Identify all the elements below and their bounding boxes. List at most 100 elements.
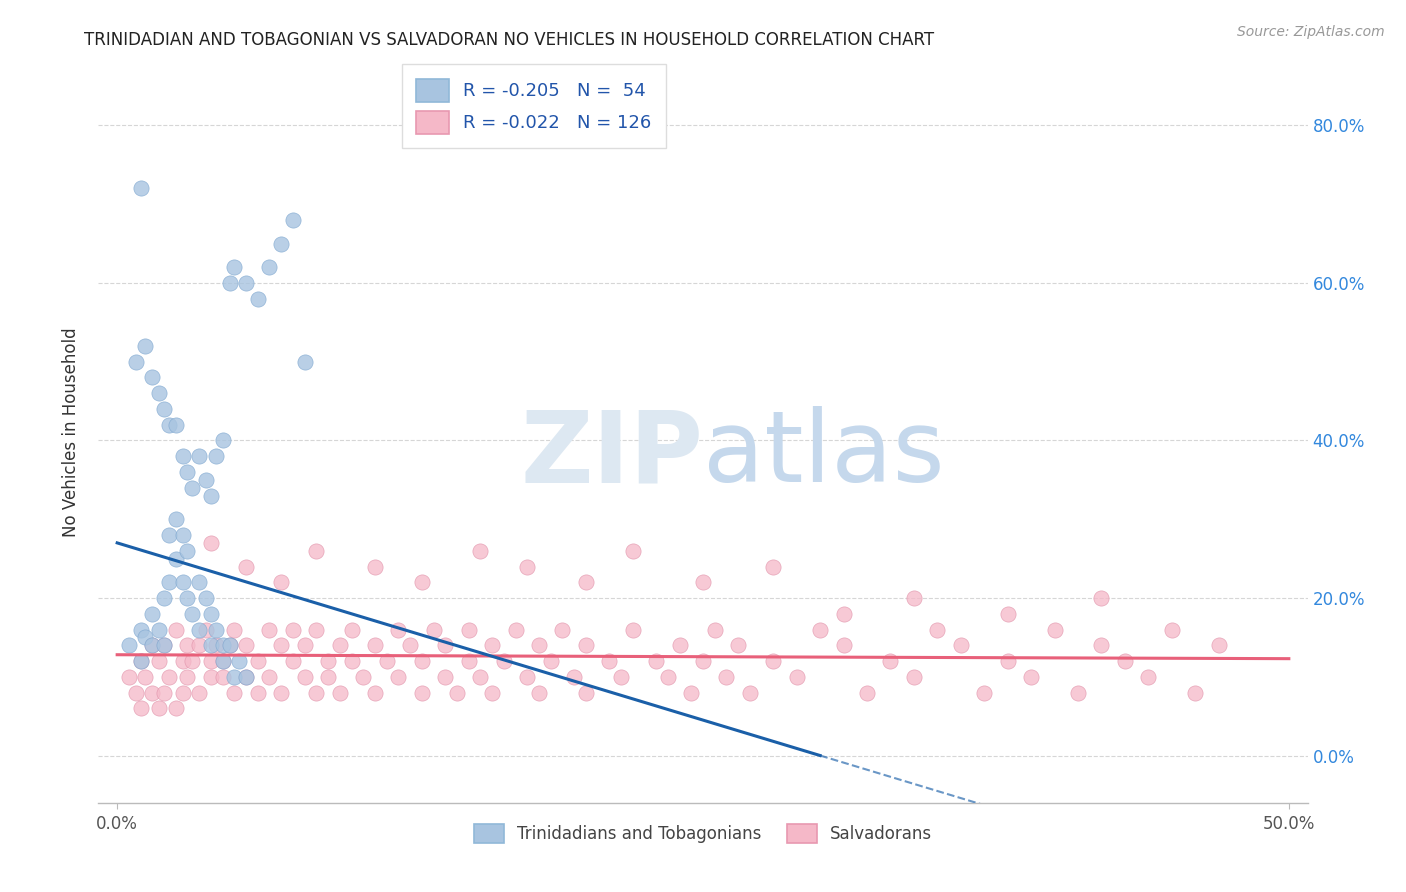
Point xyxy=(527,685,550,699)
Point xyxy=(470,543,492,558)
Point xyxy=(364,559,387,574)
Point xyxy=(188,685,211,699)
Point xyxy=(562,670,585,684)
Point xyxy=(211,434,233,448)
Point xyxy=(808,623,831,637)
Point xyxy=(1114,654,1136,668)
Point xyxy=(172,575,194,590)
Point xyxy=(949,638,972,652)
Point xyxy=(411,685,433,699)
Point xyxy=(387,670,409,684)
Point xyxy=(141,638,163,652)
Point xyxy=(246,292,269,306)
Point xyxy=(481,638,503,652)
Point xyxy=(157,417,180,432)
Point xyxy=(692,654,714,668)
Point xyxy=(134,670,156,684)
Point xyxy=(165,512,187,526)
Point xyxy=(224,670,246,684)
Point xyxy=(575,575,598,590)
Point xyxy=(692,575,714,590)
Point xyxy=(1208,638,1230,652)
Point xyxy=(246,685,269,699)
Point xyxy=(176,638,198,652)
Point xyxy=(575,685,598,699)
Point xyxy=(176,543,198,558)
Point xyxy=(621,543,644,558)
Point xyxy=(141,638,163,652)
Point xyxy=(172,654,194,668)
Point xyxy=(141,370,163,384)
Point xyxy=(181,654,204,668)
Point xyxy=(856,685,879,699)
Point xyxy=(1137,670,1160,684)
Point xyxy=(903,591,925,605)
Point xyxy=(997,607,1019,621)
Point xyxy=(832,607,855,621)
Text: Source: ZipAtlas.com: Source: ZipAtlas.com xyxy=(1237,25,1385,39)
Point xyxy=(903,670,925,684)
Point xyxy=(422,623,444,637)
Point xyxy=(516,559,538,574)
Point xyxy=(598,654,620,668)
Point xyxy=(716,670,738,684)
Point xyxy=(165,623,187,637)
Point xyxy=(492,654,515,668)
Point xyxy=(1019,670,1042,684)
Point xyxy=(316,654,339,668)
Point xyxy=(200,670,222,684)
Point xyxy=(181,481,204,495)
Point xyxy=(340,654,363,668)
Point xyxy=(134,339,156,353)
Point xyxy=(316,670,339,684)
Point xyxy=(129,623,152,637)
Point xyxy=(259,670,281,684)
Point xyxy=(364,638,387,652)
Point xyxy=(294,670,316,684)
Point xyxy=(129,654,152,668)
Point xyxy=(259,623,281,637)
Point xyxy=(148,701,170,715)
Point xyxy=(703,623,725,637)
Point xyxy=(188,638,211,652)
Point xyxy=(195,473,218,487)
Point xyxy=(305,685,328,699)
Point xyxy=(153,638,176,652)
Point xyxy=(200,638,222,652)
Y-axis label: No Vehicles in Household: No Vehicles in Household xyxy=(62,327,80,538)
Point xyxy=(148,386,170,401)
Point xyxy=(305,543,328,558)
Point xyxy=(1090,638,1112,652)
Point xyxy=(148,654,170,668)
Point xyxy=(224,685,246,699)
Point xyxy=(738,685,761,699)
Point xyxy=(157,575,180,590)
Point xyxy=(188,623,211,637)
Point xyxy=(211,638,233,652)
Point xyxy=(329,685,352,699)
Point xyxy=(610,670,633,684)
Point xyxy=(211,670,233,684)
Point xyxy=(681,685,703,699)
Point xyxy=(446,685,468,699)
Point xyxy=(235,276,257,290)
Point xyxy=(176,670,198,684)
Point xyxy=(786,670,808,684)
Point xyxy=(259,260,281,275)
Point xyxy=(172,528,194,542)
Point xyxy=(364,685,387,699)
Point xyxy=(270,575,292,590)
Point xyxy=(165,701,187,715)
Point xyxy=(188,575,211,590)
Legend: Trinidadians and Tobagonians, Salvadorans: Trinidadians and Tobagonians, Salvadoran… xyxy=(467,817,939,850)
Point xyxy=(411,575,433,590)
Point xyxy=(246,654,269,668)
Point xyxy=(305,623,328,637)
Point xyxy=(457,623,479,637)
Point xyxy=(997,654,1019,668)
Point xyxy=(218,276,240,290)
Point xyxy=(668,638,690,652)
Point xyxy=(1184,685,1206,699)
Point xyxy=(281,654,304,668)
Point xyxy=(481,685,503,699)
